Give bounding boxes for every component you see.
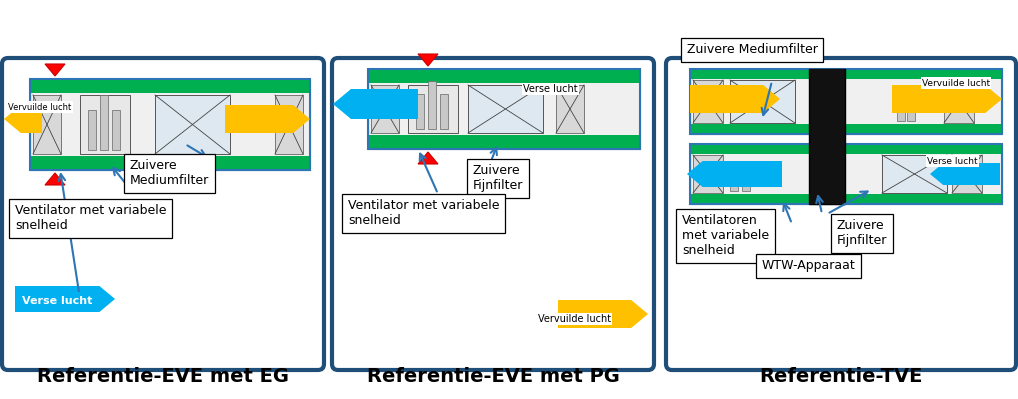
Bar (367, 135, 640, 149)
Bar (693, 155, 723, 193)
Polygon shape (418, 152, 438, 164)
Text: Zuivere
Fijnfilter: Zuivere Fijnfilter (837, 219, 888, 247)
Bar (30, 79, 310, 170)
Text: WTW-Apparaat: WTW-Apparaat (762, 259, 856, 272)
Bar (367, 69, 640, 83)
Bar (80, 95, 130, 154)
FancyArrow shape (225, 105, 310, 133)
Bar (690, 144, 1002, 154)
FancyArrow shape (558, 300, 648, 328)
Bar (416, 94, 425, 129)
Bar (730, 171, 738, 191)
Text: Referentie-EVE met PG: Referentie-EVE met PG (366, 367, 619, 387)
Bar (468, 85, 543, 133)
Polygon shape (809, 136, 845, 204)
Text: Vervuilde lucht: Vervuilde lucht (922, 79, 991, 87)
FancyArrow shape (333, 89, 418, 119)
FancyArrow shape (690, 85, 780, 113)
Bar (690, 69, 1002, 79)
Polygon shape (45, 64, 65, 76)
Polygon shape (45, 173, 65, 185)
Text: Referentie-EVE met EG: Referentie-EVE met EG (37, 367, 289, 387)
FancyArrow shape (4, 105, 42, 133)
Text: Verse lucht: Verse lucht (523, 84, 577, 94)
Bar (693, 80, 723, 123)
FancyArrow shape (15, 286, 115, 312)
Bar (30, 79, 310, 93)
FancyBboxPatch shape (332, 58, 654, 370)
Bar (33, 95, 61, 154)
Bar (690, 144, 1002, 204)
Bar (730, 80, 795, 123)
Bar (112, 110, 120, 150)
Text: Vervuilde lucht: Vervuilde lucht (8, 103, 71, 111)
FancyBboxPatch shape (666, 58, 1016, 370)
Text: Zuivere
Fijnfilter: Zuivere Fijnfilter (473, 164, 523, 192)
Text: Referentie-TVE: Referentie-TVE (759, 367, 922, 387)
Bar (907, 86, 915, 121)
FancyBboxPatch shape (2, 58, 324, 370)
Bar (367, 69, 640, 149)
Polygon shape (418, 54, 438, 66)
Bar (30, 156, 310, 170)
Bar (690, 69, 1002, 134)
FancyArrow shape (892, 85, 1002, 113)
Bar (428, 81, 436, 129)
Bar (809, 69, 845, 204)
Bar (100, 95, 108, 150)
Text: Ventilator met variabele
snelheid: Ventilator met variabele snelheid (15, 204, 167, 232)
Text: Verse lucht: Verse lucht (927, 156, 977, 166)
Text: Verse lucht: Verse lucht (22, 296, 93, 306)
Bar (367, 69, 640, 149)
Text: Ventilator met variabele
snelheid: Ventilator met variabele snelheid (348, 199, 500, 227)
Bar (944, 80, 974, 123)
Bar (742, 163, 750, 191)
Bar (690, 69, 1002, 134)
Bar (882, 155, 947, 193)
Bar (690, 144, 1002, 204)
Bar (30, 79, 310, 170)
Text: Zuivere
Mediumfilter: Zuivere Mediumfilter (130, 159, 210, 187)
Bar (690, 194, 1002, 204)
FancyArrow shape (930, 163, 1000, 185)
Bar (155, 95, 230, 154)
Bar (952, 155, 982, 193)
Text: Ventilatoren
met variabele
snelheid: Ventilatoren met variabele snelheid (682, 214, 770, 257)
Bar (897, 96, 905, 121)
Bar (440, 94, 448, 129)
Bar (275, 95, 303, 154)
FancyArrow shape (687, 161, 782, 187)
Text: Vervuilde lucht: Vervuilde lucht (538, 314, 611, 324)
Polygon shape (809, 69, 845, 136)
Bar (690, 124, 1002, 134)
Bar (88, 110, 96, 150)
Bar (371, 85, 399, 133)
Text: Zuivere Mediumfilter: Zuivere Mediumfilter (687, 43, 817, 56)
Bar (408, 85, 458, 133)
Bar (556, 85, 584, 133)
